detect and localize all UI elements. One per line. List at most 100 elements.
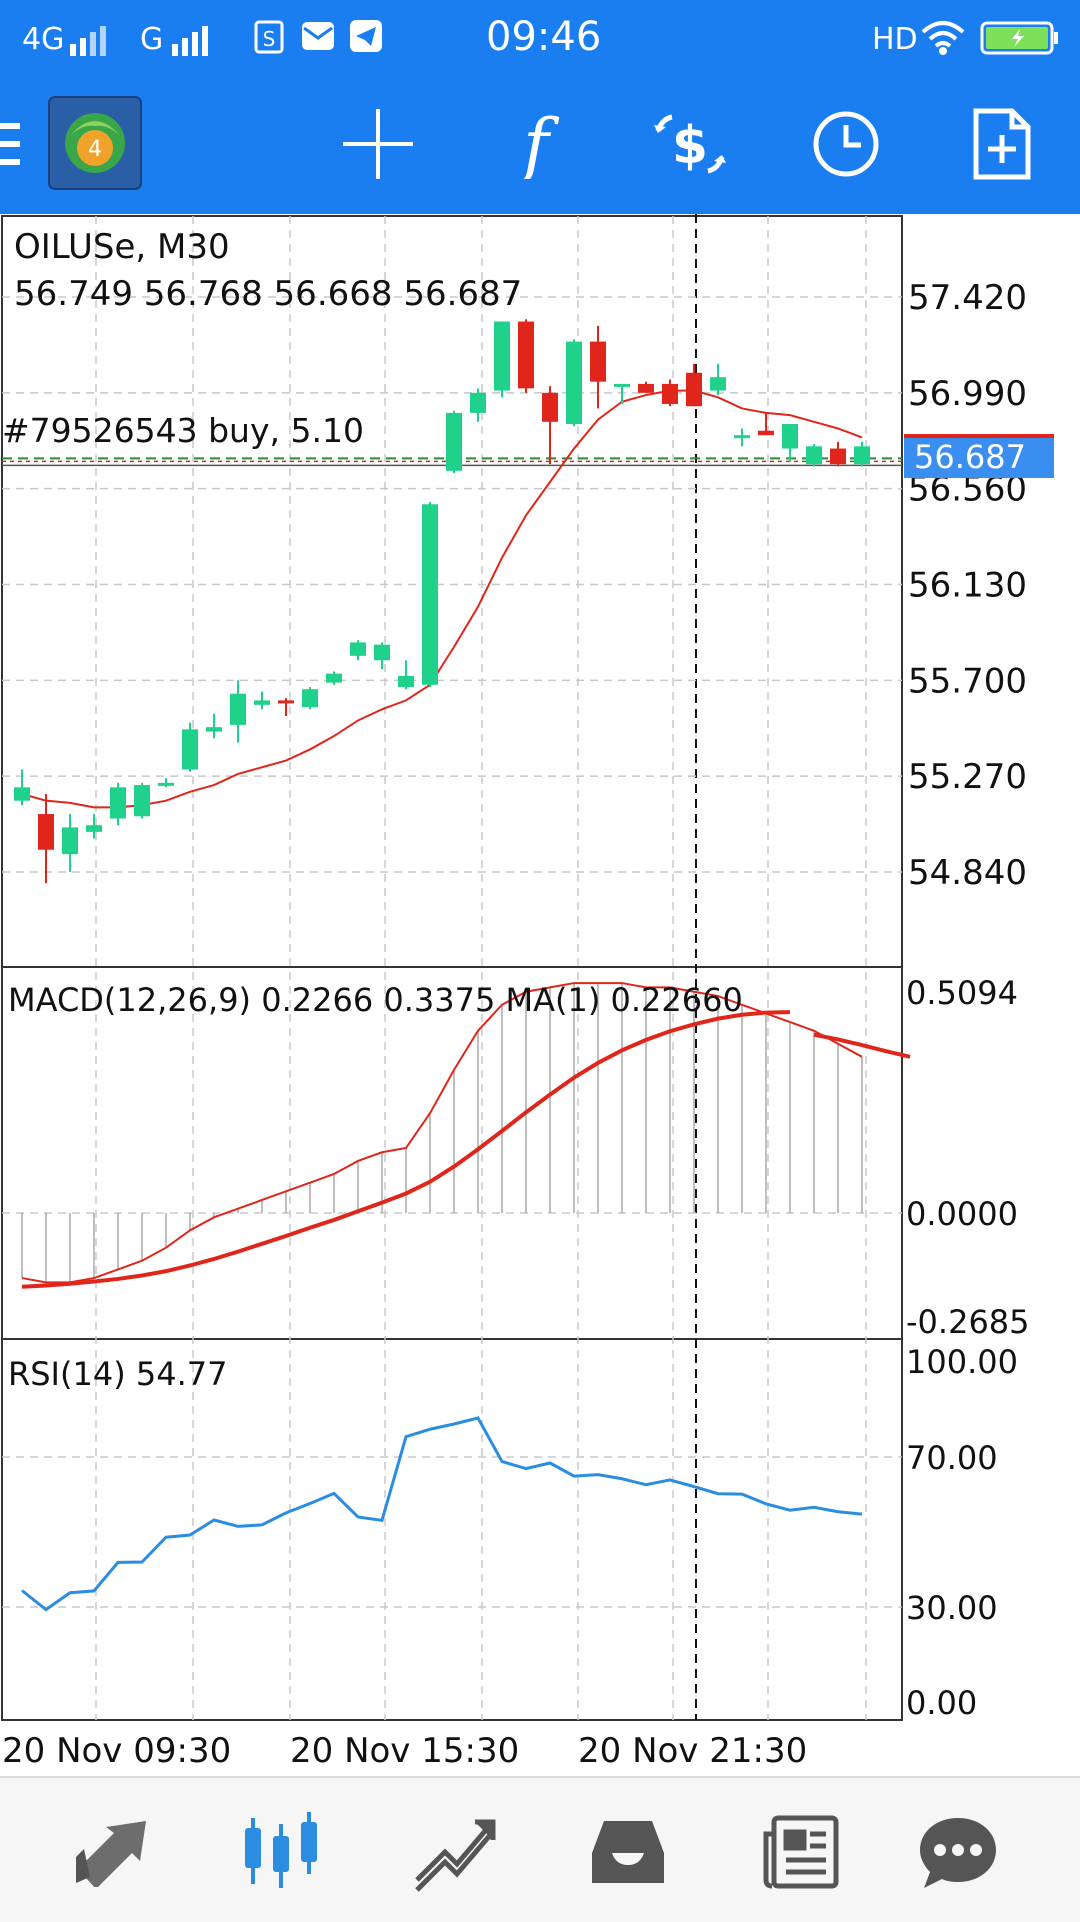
crosshair-icon[interactable]: [330, 96, 426, 192]
candle-bear: [542, 392, 558, 422]
candle-bull: [854, 446, 870, 465]
menu-icon[interactable]: [0, 96, 40, 192]
rsi-line: [21, 1416, 863, 1612]
candle-bull: [398, 675, 414, 688]
macd-signal-line: [21, 1010, 791, 1289]
rsi-tick-label: 0.00: [906, 1684, 977, 1722]
candle-bull: [110, 787, 126, 819]
current-price-tag: 56.687: [904, 434, 1054, 478]
candle-bull: [350, 642, 366, 656]
chart-icon[interactable]: [230, 1810, 330, 1894]
hd-indicator: HD: [872, 22, 918, 57]
rsi-tick-label: 70.00: [906, 1439, 998, 1477]
time-axis-label: 20 Nov 09:30: [2, 1731, 231, 1771]
svg-text:f: f: [518, 109, 560, 179]
timeframe-clock-icon[interactable]: [798, 96, 894, 192]
indicator-f-icon[interactable]: f: [488, 96, 584, 192]
history-icon[interactable]: [578, 1810, 678, 1894]
telegram-icon: [350, 20, 382, 52]
network-type: 4G: [22, 22, 65, 57]
candle-bull: [710, 377, 726, 391]
candle-bull: [230, 693, 246, 725]
rsi-panel-frame: [1, 1338, 903, 1721]
network-type-secondary: G: [140, 22, 164, 57]
chart-toolbar: 4 f $: [0, 76, 1080, 214]
ohlc-values: 56.749 56.768 56.668 56.687: [14, 274, 522, 314]
news-icon[interactable]: [752, 1810, 852, 1894]
candle-bull: [374, 644, 390, 661]
svg-text:S: S: [263, 27, 276, 51]
new-order-icon[interactable]: [954, 96, 1050, 192]
status-bar: 4G G S 09:46 HD: [0, 0, 1080, 76]
price-tick-label: 56.130: [908, 566, 1027, 606]
chart-grid: [1, 214, 903, 1721]
candle-bear: [830, 448, 846, 465]
order-label[interactable]: #79526543 buy, 5.10: [2, 411, 364, 450]
candle-bull: [86, 825, 102, 832]
current-price: 56.687: [914, 438, 1026, 476]
price-tick-label: 55.270: [908, 757, 1027, 797]
time-axis-label: 20 Nov 21:30: [578, 1731, 807, 1771]
rsi-tick-label: 100.00: [906, 1343, 1018, 1381]
trade-dollar-icon[interactable]: $: [642, 96, 738, 192]
candle-bull: [158, 782, 174, 786]
chart-axes: 57.42056.99056.56056.13055.70055.27054.8…: [2, 278, 1030, 1771]
price-tick-label: 57.420: [908, 278, 1027, 318]
rsi-label: RSI(14) 54.77: [8, 1355, 227, 1393]
candle-bull: [14, 787, 30, 801]
candle-bear: [590, 341, 606, 382]
macd-tick-label: 0.0000: [906, 1195, 1018, 1233]
price-tick-label: 56.990: [908, 374, 1027, 414]
candle-bull: [182, 729, 198, 770]
candle-bull: [254, 700, 270, 705]
messages-icon[interactable]: [908, 1810, 1008, 1894]
macd-line: [21, 982, 863, 1284]
candle-bull: [326, 673, 342, 683]
candle-bull: [734, 435, 750, 439]
wifi-icon: [921, 21, 965, 55]
bottom-navigation: [0, 1776, 1080, 1922]
mail-icon: [302, 22, 334, 50]
candle-bear: [758, 430, 774, 436]
metatrader-logo[interactable]: 4: [48, 96, 142, 190]
svg-text:$: $: [672, 116, 708, 176]
time-axis-label: 20 Nov 15:30: [290, 1731, 519, 1771]
symbol-title: OILUSe, M30: [14, 227, 230, 267]
chart-area[interactable]: 57.42056.99056.56056.13055.70055.27054.8…: [0, 214, 1080, 1774]
macd-signal-line-tail: [813, 1032, 911, 1059]
candle-bull: [470, 392, 486, 413]
rsi-tick-label: 30.00: [906, 1589, 998, 1627]
candle-bear: [38, 814, 54, 850]
s-app-icon: S: [254, 20, 284, 54]
candle-bull: [422, 504, 438, 685]
battery-icon: [980, 21, 1058, 55]
candle-bear: [278, 700, 294, 704]
price-tick-label: 55.700: [908, 661, 1027, 701]
candle-bull: [566, 341, 582, 425]
price-tick-label: 54.840: [908, 853, 1027, 893]
candle-bull: [206, 727, 222, 732]
candle-bull: [806, 446, 822, 465]
candle-bear: [686, 372, 702, 407]
signal-icon: [172, 26, 208, 56]
candle-bull: [614, 383, 630, 387]
signal-icon: [70, 26, 106, 56]
status-time: 09:46: [486, 14, 602, 60]
moving-average-line: [21, 389, 863, 809]
logo-number: 4: [88, 137, 102, 162]
candle-bear: [518, 321, 534, 389]
macd-panel-frame: [1, 966, 903, 1340]
quotes-icon[interactable]: [62, 1810, 162, 1894]
candle-bull: [134, 785, 150, 817]
candle-bull: [446, 412, 462, 471]
candle-bull: [62, 827, 78, 855]
candle-bull: [302, 689, 318, 708]
macd-tick-label: -0.2685: [906, 1303, 1030, 1341]
candle-bear: [662, 383, 678, 404]
price-panel-frame: [1, 215, 903, 968]
candle-bull: [782, 424, 798, 449]
macd-tick-label: 0.5094: [906, 974, 1018, 1012]
trade-icon[interactable]: [404, 1810, 504, 1894]
macd-label: MACD(12,26,9) 0.2266 0.3375 MA(1) 0.2266…: [8, 981, 743, 1019]
candle-bull: [494, 321, 510, 391]
